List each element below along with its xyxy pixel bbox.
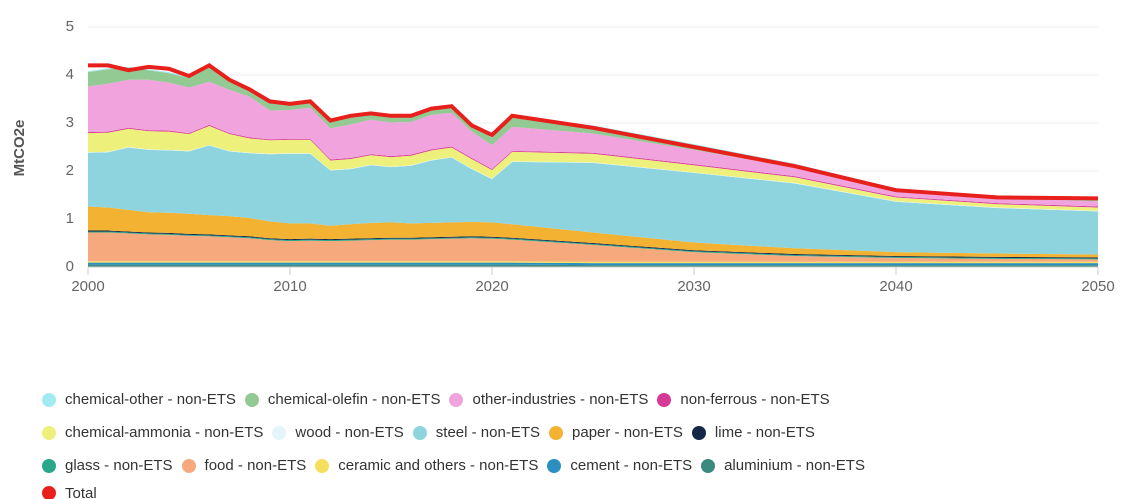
area bbox=[88, 67, 1098, 202]
legend-swatch bbox=[701, 458, 716, 473]
legend-label: Total bbox=[65, 484, 97, 499]
x-tick-label: 2020 bbox=[475, 278, 508, 295]
y-tick-label: 5 bbox=[66, 18, 74, 35]
y-axis-label: MtCO2e bbox=[11, 120, 28, 177]
legend-swatch bbox=[412, 425, 427, 440]
area bbox=[88, 79, 1098, 207]
legend-swatch bbox=[181, 458, 196, 473]
y-tick-label: 3 bbox=[66, 114, 74, 131]
legend-item[interactable]: Total bbox=[42, 482, 97, 499]
legend-label: ceramic and others - non-ETS bbox=[338, 457, 539, 474]
x-tick-label: 2030 bbox=[677, 278, 710, 295]
legend-item[interactable]: lime - non-ETS bbox=[691, 416, 815, 449]
legend-label: cement - non-ETS bbox=[570, 457, 693, 474]
legend-label: chemical-olefin - non-ETS bbox=[267, 391, 441, 408]
legend-item[interactable]: paper - non-ETS bbox=[549, 416, 683, 449]
legend-item[interactable]: ceramic and others - non-ETS bbox=[315, 449, 538, 482]
legend-item[interactable]: non-ferrous - non-ETS bbox=[657, 383, 830, 416]
area bbox=[88, 262, 1098, 266]
area bbox=[88, 264, 1098, 267]
legend-item[interactable]: cement - non-ETS bbox=[547, 449, 692, 482]
chart: MtCO2e 0 1 2 3 4 5 2000 2010 2020 2030 2040 2050 bbox=[11, 18, 1115, 295]
legend-label: non-ferrous - non-ETS bbox=[680, 391, 830, 408]
legend-item[interactable]: aluminium - non-ETS bbox=[701, 449, 865, 482]
legend-item[interactable]: chemical-other - non-ETS bbox=[42, 383, 236, 416]
legend-label: paper - non-ETS bbox=[572, 424, 683, 441]
legend-swatch bbox=[42, 392, 56, 407]
y-tick-label: 2 bbox=[66, 162, 74, 179]
area bbox=[88, 124, 1098, 208]
x-tick-label: 2040 bbox=[879, 278, 912, 295]
area bbox=[88, 145, 1098, 255]
legend-swatch bbox=[549, 425, 564, 440]
x-tick-label: 2010 bbox=[273, 278, 306, 295]
legend-label: other-industries - non-ETS bbox=[472, 391, 649, 408]
legend-item[interactable]: food - non-ETS bbox=[181, 449, 307, 482]
legend-label: glass - non-ETS bbox=[65, 457, 173, 474]
x-tick-label: 2000 bbox=[71, 278, 104, 295]
legend-item[interactable]: wood - non-ETS bbox=[272, 416, 404, 449]
legend-item[interactable]: chemical-olefin - non-ETS bbox=[244, 383, 441, 416]
legend-item[interactable]: glass - non-ETS bbox=[42, 449, 173, 482]
legend-swatch bbox=[42, 486, 56, 499]
legend-label: chemical-ammonia - non-ETS bbox=[65, 424, 264, 441]
legend-label: food - non-ETS bbox=[204, 457, 307, 474]
legend-swatch bbox=[244, 392, 259, 407]
legend-label: aluminium - non-ETS bbox=[724, 457, 865, 474]
area bbox=[88, 232, 1098, 262]
line bbox=[88, 63, 1099, 201]
legend-swatch bbox=[547, 458, 562, 473]
y-tick-label: 4 bbox=[66, 66, 74, 83]
legend-label: steel - non-ETS bbox=[435, 424, 541, 441]
legend-swatch bbox=[691, 425, 706, 440]
y-tick-label: 1 bbox=[66, 210, 74, 227]
legend-label: lime - non-ETS bbox=[714, 424, 815, 441]
legend-label: wood - non-ETS bbox=[295, 424, 404, 441]
legend-label: chemical-other - non-ETS bbox=[65, 391, 236, 408]
legend-swatch bbox=[449, 392, 464, 407]
x-tick-label: 2050 bbox=[1081, 278, 1114, 295]
area bbox=[88, 125, 1098, 211]
legend: chemical-other - non-ETS chemical-olefin … bbox=[42, 383, 1082, 499]
legend-swatch bbox=[657, 392, 672, 407]
area bbox=[88, 206, 1098, 258]
legend-swatch bbox=[315, 458, 330, 473]
legend-swatch bbox=[42, 425, 56, 440]
legend-item[interactable]: chemical-ammonia - non-ETS bbox=[42, 416, 263, 449]
legend-swatch bbox=[42, 458, 56, 473]
legend-item[interactable]: steel - non-ETS bbox=[412, 416, 541, 449]
y-tick-label: 0 bbox=[66, 258, 74, 275]
legend-swatch bbox=[272, 425, 287, 440]
legend-item[interactable]: other-industries - non-ETS bbox=[449, 383, 648, 416]
